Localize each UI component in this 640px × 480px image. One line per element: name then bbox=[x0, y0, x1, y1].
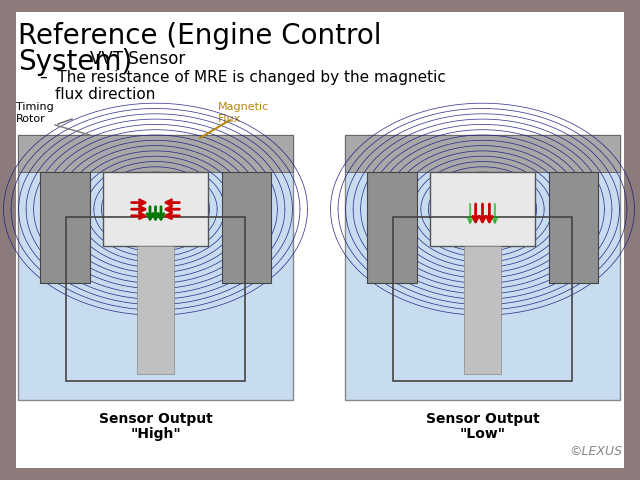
Bar bbox=[103, 172, 208, 246]
Text: Timing
Rotor: Timing Rotor bbox=[16, 102, 54, 124]
Text: –  The resistance of MRE is changed by the magnetic: – The resistance of MRE is changed by th… bbox=[40, 70, 446, 85]
Text: Sensor Output: Sensor Output bbox=[99, 412, 212, 426]
Text: "High": "High" bbox=[130, 427, 181, 441]
Bar bbox=[464, 246, 500, 373]
Text: Reference (Engine Control: Reference (Engine Control bbox=[18, 22, 381, 50]
Bar bbox=[345, 135, 620, 400]
Text: ©LEXUS: ©LEXUS bbox=[569, 445, 622, 458]
Bar bbox=[18, 135, 293, 172]
Text: VVT Sensor: VVT Sensor bbox=[90, 50, 185, 68]
Bar bbox=[66, 217, 245, 382]
Bar bbox=[137, 246, 174, 373]
Text: flux direction: flux direction bbox=[55, 87, 156, 102]
Bar bbox=[345, 135, 620, 172]
Bar bbox=[221, 172, 271, 283]
Text: Magnetic
Flux: Magnetic Flux bbox=[218, 102, 269, 124]
Text: Sensor Output: Sensor Output bbox=[426, 412, 540, 426]
Bar bbox=[430, 172, 535, 246]
Text: System): System) bbox=[18, 48, 132, 76]
Bar bbox=[548, 172, 598, 283]
Text: "Low": "Low" bbox=[460, 427, 506, 441]
Bar bbox=[367, 172, 417, 283]
Bar bbox=[40, 172, 90, 283]
Bar bbox=[393, 217, 572, 382]
Bar bbox=[18, 135, 293, 400]
